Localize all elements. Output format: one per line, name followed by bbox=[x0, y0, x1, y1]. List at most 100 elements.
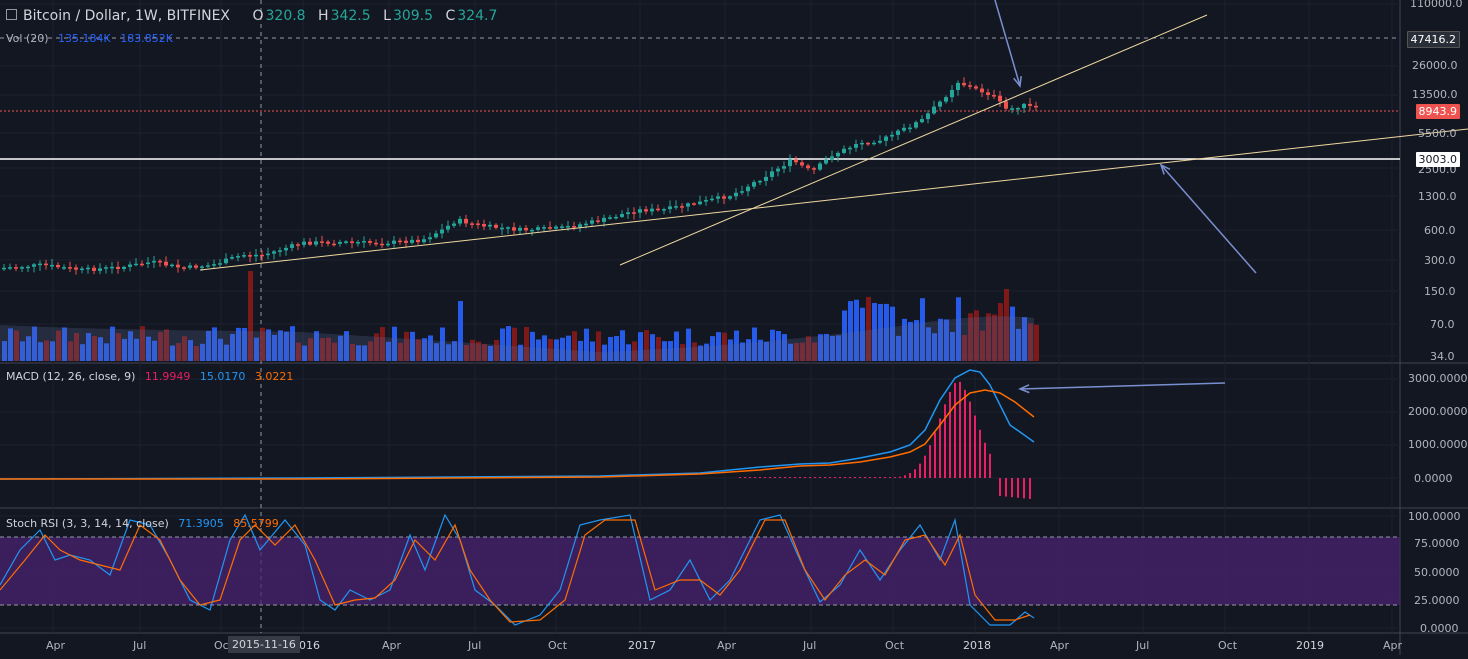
volume-value-2: 183.852K bbox=[120, 32, 173, 45]
volume-bar bbox=[32, 326, 37, 361]
volume-bar bbox=[44, 340, 49, 361]
candle-body bbox=[422, 239, 426, 243]
volume-bar bbox=[398, 342, 403, 361]
candle-body bbox=[368, 241, 372, 243]
volume-bar bbox=[350, 343, 355, 361]
candle-body bbox=[242, 255, 246, 257]
volume-bar bbox=[626, 344, 631, 361]
candle-body bbox=[260, 254, 264, 257]
volume-bar bbox=[434, 343, 439, 361]
volume-bar bbox=[674, 331, 679, 361]
candle-body bbox=[50, 264, 54, 267]
candle-body bbox=[410, 239, 414, 243]
candle-body bbox=[608, 217, 612, 219]
candle-body bbox=[134, 263, 138, 266]
candle-body bbox=[458, 218, 462, 224]
volume-legend[interactable]: Vol (20) 135.184K 183.852K bbox=[6, 32, 179, 45]
candle-body bbox=[734, 192, 738, 197]
candle-body bbox=[800, 162, 804, 166]
macd-value: 15.0170 bbox=[199, 370, 246, 383]
volume-bar bbox=[956, 297, 961, 361]
ohlc-open-value: 320.8 bbox=[265, 8, 306, 24]
price-tick: 150.0 bbox=[1424, 285, 1456, 298]
macd-legend[interactable]: MACD (12, 26, close, 9) 11.9949 15.0170 … bbox=[6, 370, 299, 383]
volume-bar bbox=[866, 296, 871, 361]
time-label: Apr bbox=[1383, 639, 1403, 652]
volume-bar bbox=[872, 303, 877, 361]
candle-body bbox=[152, 260, 156, 263]
volume-bar bbox=[890, 306, 895, 361]
candle-body bbox=[716, 196, 720, 199]
volume-bar bbox=[332, 342, 337, 361]
volume-bar bbox=[272, 334, 277, 361]
candle-body bbox=[524, 227, 528, 231]
volume-bar bbox=[80, 344, 85, 361]
time-label: Apr bbox=[1050, 639, 1070, 652]
candle-body bbox=[314, 241, 318, 245]
macd-signal-value: 3.0221 bbox=[254, 370, 294, 383]
price-tick: 110000.0 bbox=[1410, 0, 1463, 10]
time-label: 2019 bbox=[1296, 639, 1324, 652]
volume-bar bbox=[752, 327, 757, 361]
volume-bar bbox=[518, 344, 523, 361]
stoch-legend[interactable]: Stoch RSI (3, 3, 14, 14, close) 71.3905 … bbox=[6, 517, 285, 530]
volume-bar bbox=[680, 344, 685, 361]
trendline-steep bbox=[619, 14, 1208, 266]
candle-body bbox=[446, 225, 450, 230]
volume-bar bbox=[998, 303, 1003, 361]
volume-bar bbox=[896, 335, 901, 361]
collapse-legend-icon[interactable] bbox=[6, 9, 17, 20]
volume-bar bbox=[464, 344, 469, 361]
candle-body bbox=[308, 241, 312, 245]
volume-bar bbox=[542, 335, 547, 361]
ohlc-low-value: 309.5 bbox=[392, 8, 434, 24]
macd-tick: 2000.0000 bbox=[1408, 405, 1468, 418]
volume-bar bbox=[554, 339, 559, 361]
stoch-tick: 100.0000 bbox=[1408, 510, 1461, 523]
volume-bar bbox=[992, 314, 997, 361]
candle-body bbox=[326, 241, 330, 244]
volume-bar bbox=[50, 341, 55, 361]
candle-body bbox=[248, 255, 252, 257]
time-label: Oct bbox=[548, 639, 568, 652]
annotation-arrowhead bbox=[1013, 75, 1022, 88]
candle-body bbox=[176, 264, 180, 268]
candle-body bbox=[254, 254, 258, 257]
candle-body bbox=[1022, 103, 1026, 109]
candle-body bbox=[302, 241, 306, 245]
volume-bar bbox=[620, 330, 625, 361]
volume-bar bbox=[428, 335, 433, 361]
price-tick: 13500.0 bbox=[1412, 88, 1458, 101]
volume-bar bbox=[482, 344, 487, 361]
candle-body bbox=[2, 267, 6, 270]
candle-body bbox=[704, 199, 708, 202]
time-label: Apr bbox=[46, 639, 66, 652]
volume-bar bbox=[368, 341, 373, 361]
volume-bar bbox=[548, 338, 553, 361]
volume-bar bbox=[74, 332, 79, 361]
volume-bar bbox=[512, 327, 517, 361]
candle-body bbox=[500, 227, 504, 230]
candle-body bbox=[518, 227, 522, 231]
candle-body bbox=[476, 223, 480, 225]
candle-body bbox=[662, 209, 666, 211]
candle-body bbox=[92, 267, 96, 271]
volume-bar bbox=[422, 338, 427, 361]
candle-body bbox=[806, 165, 810, 169]
candle-body bbox=[296, 244, 300, 246]
volume-bar bbox=[560, 337, 565, 361]
volume-bar bbox=[698, 345, 703, 361]
volume-bar bbox=[212, 327, 217, 361]
candle-body bbox=[656, 208, 660, 211]
volume-bar bbox=[524, 327, 529, 361]
volume-bar bbox=[944, 319, 949, 361]
candle-body bbox=[728, 196, 732, 199]
volume-bar bbox=[26, 336, 31, 361]
volume-bar bbox=[290, 326, 295, 361]
candle-body bbox=[332, 243, 336, 246]
candle-body bbox=[632, 212, 636, 214]
signal-line bbox=[0, 389, 1035, 480]
candle-body bbox=[194, 265, 198, 268]
